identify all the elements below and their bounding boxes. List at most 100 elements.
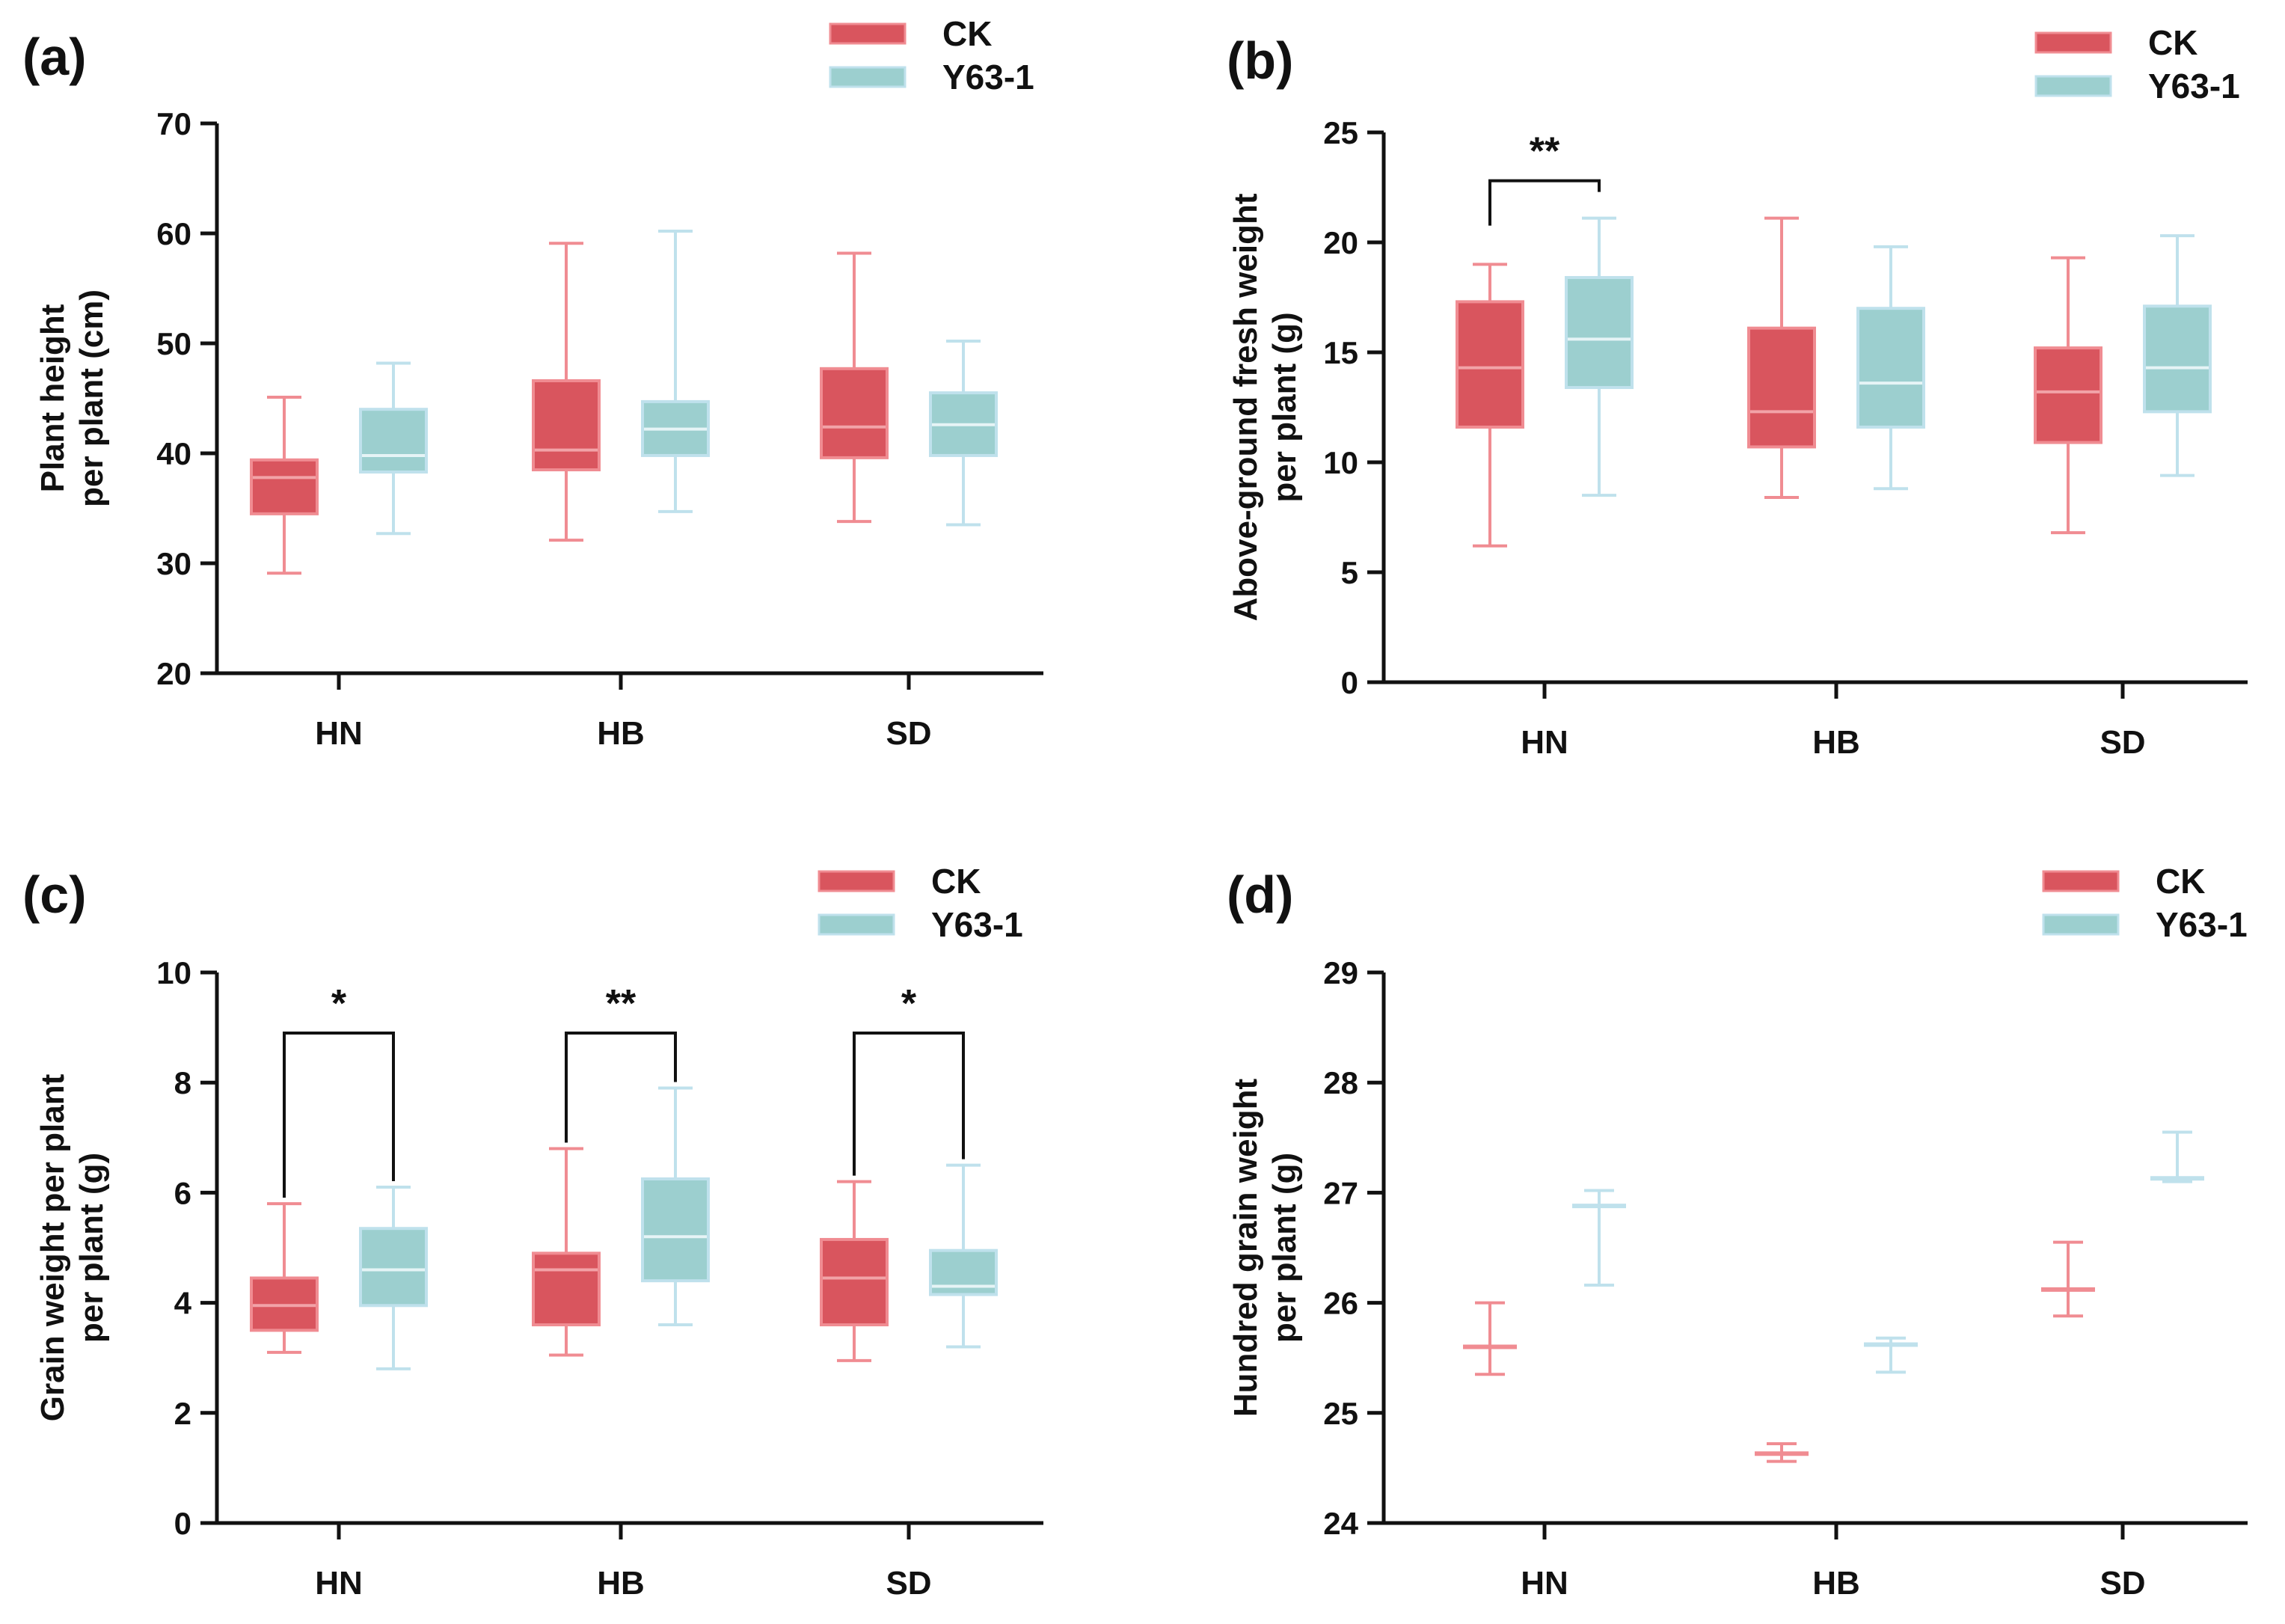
box-iqr [1565,276,1634,390]
y-tick-label: 20 [156,656,191,691]
x-tick-label: SD [2100,724,2145,761]
y-tick-label: 60 [156,216,191,251]
box-iqr [1856,307,1925,429]
significance-label: ** [1530,130,1560,174]
box-iqr [359,408,428,474]
box-iqr [820,1237,889,1327]
panel-c: (c) 0 2 4 6 8 10 HN HB SD Grain weight per plantpe… [22,862,1043,1602]
y-axis-label: Plant heightper plant (cm) [34,289,110,507]
bracket-line [1488,179,1601,226]
panel-label: (a) [22,28,87,86]
legend: CK Y63-1 [2042,862,2248,944]
errorbar-CK-SD [2041,1240,2095,1318]
legend-label: CK [2148,23,2197,62]
legend-swatch [818,870,895,892]
legend-label: Y63-1 [2148,67,2240,105]
y-axis-label-line: per plant (g) [73,1153,110,1343]
box-iqr [2143,304,2212,414]
box-CK-HN [250,1202,319,1354]
bracket-line [853,1031,965,1176]
box-Y63-1-HN [359,1186,428,1370]
y-tick-label: 6 [174,1175,191,1210]
y-axis-label-line: Hundred grain weight [1227,1079,1264,1418]
y-tick-label: 8 [174,1065,191,1100]
x-tick-label: HN [1521,1565,1568,1602]
box-Y63-1-SD [929,1163,998,1349]
legend-swatch [2034,31,2112,54]
x-tick-label: SD [886,715,931,752]
x-tick-label: HN [1521,724,1568,761]
box-CK-HN [1456,263,1524,548]
y-tick-label: 0 [1341,665,1358,700]
significance-label: * [901,982,917,1026]
box-iqr [641,1177,710,1283]
legend-label: Y63-1 [942,58,1034,96]
box-iqr [820,367,889,459]
y-axis-label-line: per plant (cm) [73,289,110,507]
box-Y63-1-HB [641,230,710,513]
box-iqr [2034,346,2102,444]
box-iqr [929,1248,998,1296]
y-axis-label-line: Grain weight per plant [34,1073,71,1421]
panel-a: (a) 20 30 40 50 60 70 HN HB SD Plant heightper pla… [22,14,1043,752]
y-tick-label: 20 [1323,225,1358,260]
legend: CK Y63-1 [818,862,1023,944]
errorbar-Y63-1-HB [1864,1336,1918,1374]
box-iqr [359,1227,428,1308]
y-tick-label: 30 [156,546,191,581]
box-Y63-1-HN [359,361,428,536]
box-Y63-1-HB [1856,245,1925,491]
box-CK-HB [1747,216,1816,500]
legend-swatch [2034,75,2112,97]
y-tick-label: 10 [1323,445,1358,480]
legend-swatch [2042,913,2120,936]
y-tick-label: 70 [156,106,191,141]
x-tick-label: HB [597,1565,645,1602]
y-tick-label: 4 [174,1286,192,1321]
y-axis-label: Grain weight per plantper plant (g) [34,1073,110,1421]
box-iqr [1747,326,1816,449]
significance-bracket: ** [565,982,677,1143]
box-CK-SD [820,251,889,524]
y-tick-label: 50 [156,326,191,361]
y-tick-label: 26 [1323,1286,1358,1321]
x-tick-label: HN [315,1565,363,1602]
y-tick-label: 28 [1323,1065,1358,1100]
y-tick-label: 25 [1323,115,1358,150]
significance-label: ** [606,982,637,1026]
x-tick-label: HB [1812,1565,1860,1602]
x-tick-label: HB [1812,724,1860,761]
legend: CK Y63-1 [829,14,1034,96]
y-tick-label: 2 [174,1396,191,1431]
box-iqr [250,458,319,515]
box-CK-HB [532,1147,601,1357]
panel-label: (d) [1227,865,1293,924]
legend-swatch [829,66,907,88]
errorbar-Y63-1-HN [1572,1189,1626,1287]
y-tick-label: 40 [156,436,191,471]
errorbar-CK-HN [1463,1301,1517,1376]
legend-label: CK [2156,862,2205,901]
legend-label: Y63-1 [931,905,1023,944]
panel-d: (d) 24 25 26 27 28 29 HN HB SD Hundred grain weigh… [1227,862,2248,1602]
y-tick-label: 27 [1323,1175,1358,1210]
x-tick-label: HB [597,715,645,752]
legend-swatch [2042,870,2120,892]
y-axis-label-line: per plant (g) [1266,312,1303,502]
legend-label: CK [942,14,992,53]
box-Y63-1-SD [2143,234,2212,477]
box-Y63-1-SD [929,340,998,527]
bracket-line [283,1031,395,1198]
x-tick-label: SD [886,1565,931,1602]
y-tick-label: 15 [1323,335,1358,370]
significance-bracket: ** [1488,130,1601,226]
legend-swatch [818,913,895,936]
legend: CK Y63-1 [2034,23,2240,105]
box-iqr [532,1251,601,1327]
significance-bracket: * [283,982,395,1198]
x-tick-label: HN [315,715,363,752]
y-tick-label: 5 [1341,555,1358,590]
box-CK-HB [532,242,601,542]
y-axis-label: Above-ground fresh weightper plant (g) [1227,193,1303,621]
